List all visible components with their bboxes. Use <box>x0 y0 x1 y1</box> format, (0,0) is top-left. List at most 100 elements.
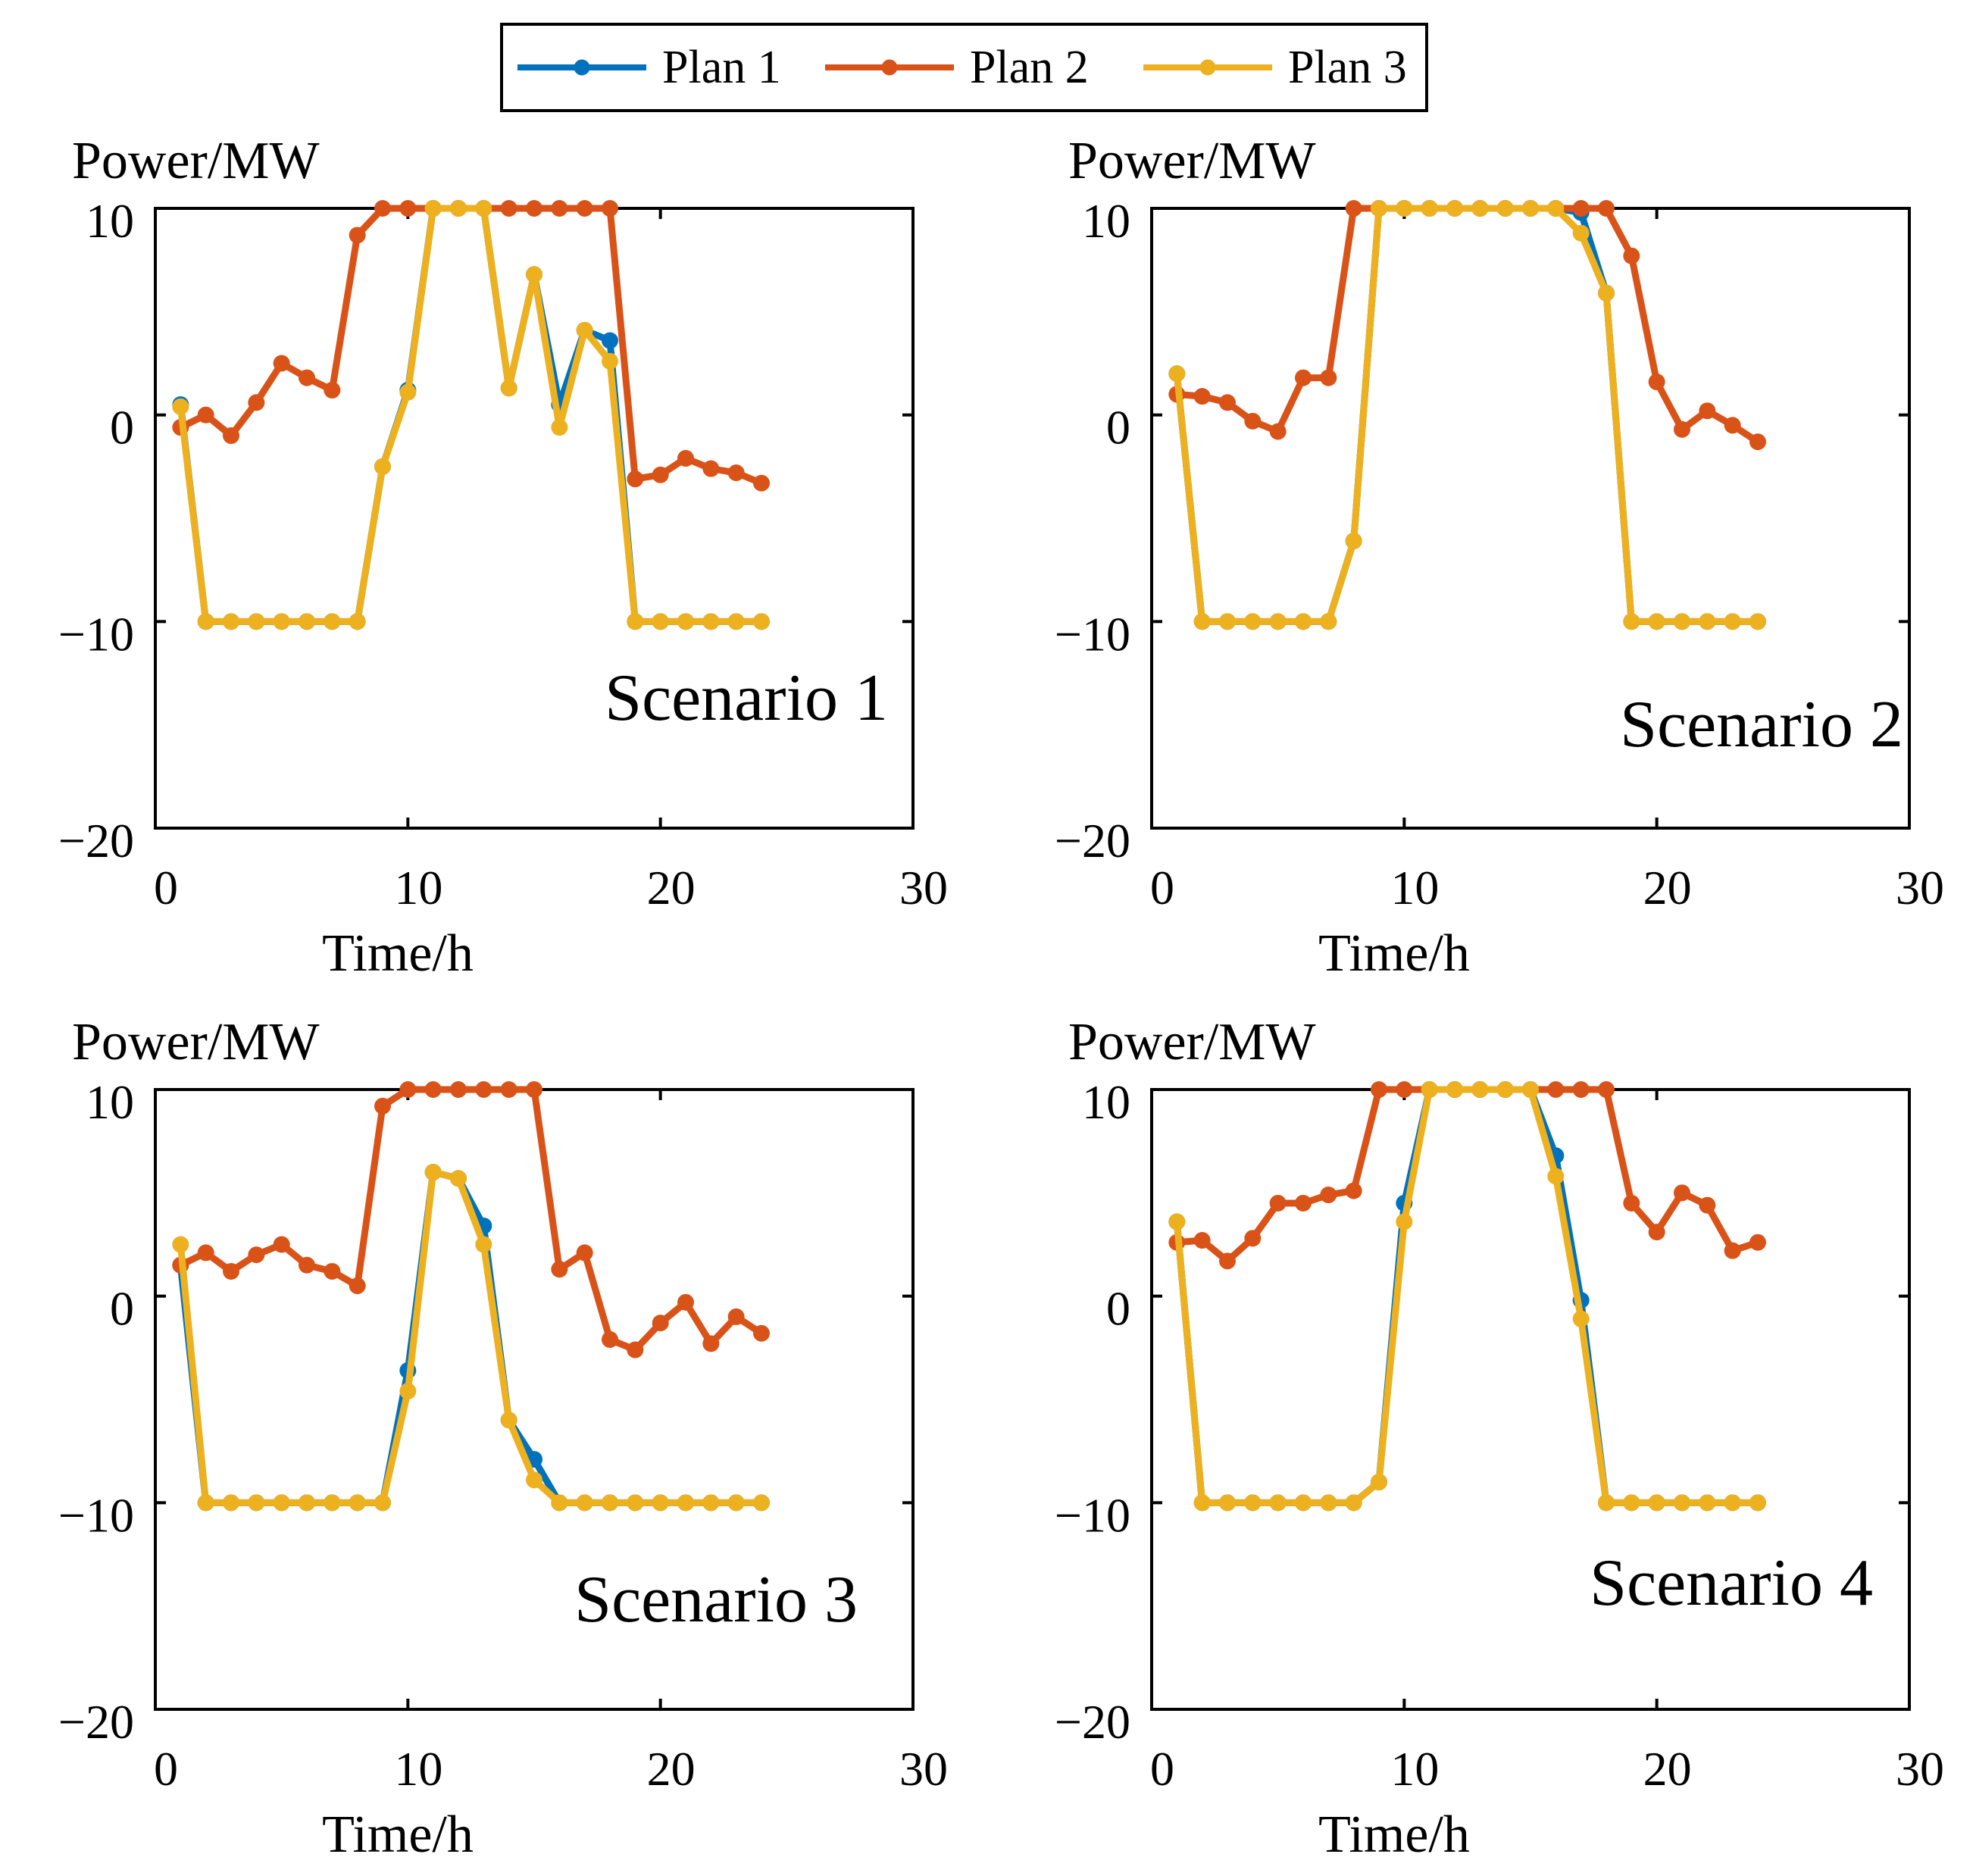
y-tick-label-scenario-1: −10 <box>58 607 134 661</box>
data-point-plan-3-scenario-3 <box>349 1494 366 1512</box>
data-point-plan-3-scenario-1 <box>324 613 341 630</box>
data-point-plan-3-scenario-3 <box>627 1494 644 1512</box>
data-point-plan-3-scenario-4 <box>1193 1494 1211 1512</box>
x-tick-label-scenario-3: 10 <box>394 1742 442 1796</box>
data-point-plan-2-scenario-3 <box>349 1277 366 1295</box>
data-point-plan-2-scenario-4 <box>1371 1081 1387 1098</box>
data-point-plan-2-scenario-2 <box>1320 369 1337 386</box>
data-point-plan-2-scenario-2 <box>1648 374 1665 391</box>
data-point-plan-3-scenario-4 <box>1244 1494 1262 1512</box>
data-point-plan-3-scenario-1 <box>652 613 669 630</box>
data-point-plan-3-scenario-2 <box>1699 613 1716 630</box>
x-tick-label-scenario-4: 30 <box>1896 1742 1944 1796</box>
series-line-plan-3-scenario-4 <box>1173 1086 1762 1506</box>
data-point-plan-3-scenario-4 <box>1648 1494 1665 1512</box>
data-point-plan-3-scenario-4 <box>1345 1494 1362 1512</box>
data-point-plan-2-scenario-1 <box>223 427 239 444</box>
data-point-plan-2-scenario-3 <box>299 1256 315 1274</box>
data-point-plan-2-scenario-1 <box>677 449 694 467</box>
data-point-plan-2-scenario-2 <box>1598 200 1615 217</box>
x-tick-label-scenario-1: 10 <box>394 861 442 915</box>
data-point-plan-3-scenario-4 <box>1396 1213 1413 1230</box>
data-point-plan-3-scenario-2 <box>1724 613 1741 630</box>
data-point-plan-3-scenario-2 <box>1396 200 1413 217</box>
legend-item-plan-3: Plan 3 <box>1140 26 1407 109</box>
y-axis-label-scenario-4: Power/MW <box>1068 1013 1316 1071</box>
data-point-plan-3-scenario-3 <box>551 1494 568 1512</box>
data-point-plan-2-scenario-3 <box>475 1081 492 1098</box>
data-point-plan-2-scenario-4 <box>1598 1081 1615 1098</box>
data-point-plan-2-scenario-4 <box>1648 1224 1665 1241</box>
data-point-plan-3-scenario-4 <box>1219 1494 1236 1512</box>
x-tick-label-scenario-4: 10 <box>1390 1742 1439 1796</box>
data-point-plan-3-scenario-3 <box>399 1383 417 1400</box>
data-point-plan-3-scenario-4 <box>1623 1494 1640 1512</box>
data-point-plan-2-scenario-3 <box>500 1081 517 1098</box>
data-point-plan-2-scenario-1 <box>576 200 593 217</box>
data-point-plan-2-scenario-3 <box>526 1081 542 1098</box>
legend-swatch-plan-2 <box>821 45 958 90</box>
data-point-plan-2-scenario-3 <box>727 1308 745 1325</box>
data-point-plan-3-scenario-4 <box>1320 1494 1337 1512</box>
data-point-plan-3-scenario-2 <box>1471 200 1489 217</box>
data-point-plan-3-scenario-1 <box>273 613 290 630</box>
data-point-plan-2-scenario-2 <box>1345 200 1362 217</box>
y-tick-label-scenario-2: 0 <box>1106 401 1130 455</box>
data-point-plan-3-scenario-1 <box>399 383 417 401</box>
data-point-plan-2-scenario-1 <box>273 355 290 372</box>
data-point-plan-2-scenario-3 <box>602 1330 618 1348</box>
data-point-plan-3-scenario-1 <box>223 613 239 630</box>
data-point-plan-2-scenario-4 <box>1345 1182 1362 1199</box>
data-point-plan-2-scenario-1 <box>299 369 315 386</box>
data-point-plan-3-scenario-3 <box>450 1170 467 1187</box>
legend-item-plan-1: Plan 1 <box>514 26 781 109</box>
data-point-plan-2-scenario-3 <box>652 1315 669 1332</box>
y-axis-label-scenario-3: Power/MW <box>72 1013 320 1071</box>
x-axis-label-scenario-3: Time/h <box>322 1806 474 1864</box>
data-point-plan-3-scenario-4 <box>1269 1494 1287 1512</box>
data-point-plan-3-scenario-3 <box>475 1236 492 1253</box>
data-point-plan-2-scenario-3 <box>627 1341 644 1359</box>
data-point-plan-2-scenario-1 <box>727 464 745 482</box>
data-point-plan-2-scenario-4 <box>1724 1242 1741 1259</box>
data-point-plan-2-scenario-3 <box>450 1081 467 1098</box>
data-point-plan-3-scenario-3 <box>324 1494 341 1512</box>
x-tick-label-scenario-1: 0 <box>154 861 178 915</box>
series-line-plan-2-scenario-4 <box>1173 1086 1762 1265</box>
data-point-plan-2-scenario-3 <box>576 1244 593 1262</box>
x-tick-label-scenario-1: 20 <box>647 861 696 915</box>
data-point-plan-2-scenario-2 <box>1699 402 1716 420</box>
data-point-plan-2-scenario-1 <box>652 466 669 483</box>
y-tick-label-scenario-3: 10 <box>86 1075 134 1129</box>
data-point-plan-2-scenario-4 <box>1396 1081 1413 1098</box>
data-point-plan-3-scenario-2 <box>1522 200 1539 217</box>
data-point-plan-3-scenario-1 <box>602 352 618 370</box>
data-point-plan-2-scenario-3 <box>551 1261 568 1278</box>
x-tick-label-scenario-2: 10 <box>1390 861 1439 915</box>
data-point-plan-2-scenario-1 <box>374 200 391 217</box>
data-point-plan-2-scenario-1 <box>197 406 214 424</box>
data-point-plan-2-scenario-4 <box>1193 1232 1211 1249</box>
data-point-plan-3-scenario-2 <box>1193 613 1211 630</box>
y-tick-label-scenario-1: 0 <box>110 401 134 455</box>
data-point-plan-1-scenario-1 <box>602 332 618 349</box>
data-point-plan-2-scenario-3 <box>374 1097 391 1115</box>
data-point-plan-3-scenario-4 <box>1471 1081 1489 1098</box>
data-point-plan-2-scenario-1 <box>602 200 618 217</box>
x-tick-label-scenario-2: 30 <box>1896 861 1944 915</box>
data-point-plan-3-scenario-3 <box>172 1236 189 1253</box>
y-tick-label-scenario-3: −20 <box>58 1695 134 1749</box>
y-tick-label-scenario-3: −10 <box>58 1488 134 1542</box>
data-point-plan-3-scenario-3 <box>500 1412 517 1429</box>
data-point-plan-2-scenario-2 <box>1219 394 1236 411</box>
data-point-plan-3-scenario-3 <box>374 1494 391 1512</box>
data-point-plan-3-scenario-2 <box>1219 613 1236 630</box>
data-point-plan-3-scenario-1 <box>475 200 492 217</box>
data-point-plan-2-scenario-4 <box>1320 1187 1337 1204</box>
data-point-plan-3-scenario-3 <box>223 1494 239 1512</box>
data-point-plan-2-scenario-4 <box>1244 1230 1262 1247</box>
data-point-plan-2-scenario-2 <box>1572 200 1590 217</box>
x-tick-label-scenario-3: 20 <box>647 1742 696 1796</box>
data-point-plan-3-scenario-4 <box>1724 1494 1741 1512</box>
data-point-plan-2-scenario-3 <box>677 1293 694 1311</box>
